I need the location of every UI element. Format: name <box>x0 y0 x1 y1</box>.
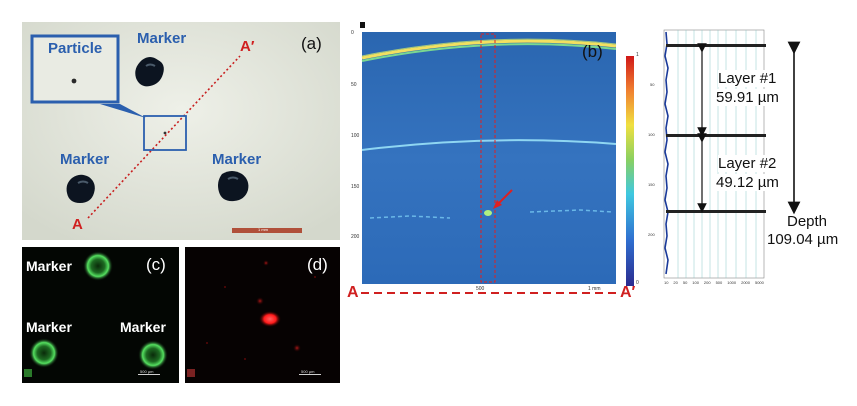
panel-c-fluorescence-green: Marker Marker Marker (c) 500 µm <box>22 247 179 383</box>
inset-connector <box>100 104 146 118</box>
line-start-b: A <box>347 284 359 301</box>
panel-d-label: (d) <box>307 255 328 274</box>
scalebar-c-text: 500 µm <box>140 369 154 374</box>
profile-xtick: 100 <box>692 280 699 285</box>
oct-baseline <box>361 292 617 294</box>
panel-d-image <box>187 260 321 377</box>
line-end-a: A′ <box>240 38 255 55</box>
profile-ytick-50: 50 <box>650 82 655 87</box>
oct-xtick-500: 500 <box>476 286 485 292</box>
profile-xtick: 2000 <box>741 280 751 285</box>
panel-a-image <box>22 22 340 240</box>
scalebar-a <box>232 228 302 233</box>
layer2-title: Layer #2 <box>718 155 777 172</box>
profile-xtick: 1000 <box>727 280 737 285</box>
marker-blob-top <box>135 57 164 87</box>
profile-xtick: 5000 <box>754 280 764 285</box>
panel-c-image <box>24 251 168 377</box>
marker-label-c-right: Marker <box>120 319 166 335</box>
panel-b-label: (b) <box>582 42 603 61</box>
layer1-title: Layer #1 <box>718 70 777 87</box>
particle-roi-box <box>143 115 187 151</box>
line-end-b: A′ <box>620 284 636 301</box>
oct-ytick-100: 100 <box>351 133 360 139</box>
marker-label-left: Marker <box>60 151 110 168</box>
oct-ytick-200: 200 <box>351 234 360 240</box>
cross-section-line <box>87 55 241 219</box>
oct-xtick-1mm: 1 mm <box>588 286 601 292</box>
particle-dot <box>71 78 77 84</box>
particle-label: Particle <box>48 40 103 57</box>
marker-blob-right <box>218 171 249 202</box>
marker-blob-left <box>66 174 95 203</box>
scalebar-d-text: 500 µm <box>301 369 315 374</box>
particle-inset <box>30 34 120 104</box>
profile-ytick-200: 200 <box>648 232 655 237</box>
marker-label-top: Marker <box>137 30 187 47</box>
layer2-value: 49.12 µm <box>716 174 779 191</box>
panel-b-image <box>360 22 634 286</box>
profile-xtick: 10 <box>664 280 669 285</box>
depth-title: Depth <box>787 213 828 230</box>
depth-value: 109.04 µm <box>767 231 839 248</box>
profile-ytick-100: 100 <box>648 132 655 137</box>
profile-xticks: 10 20 50 100 200 500 1000 2000 5000 <box>664 280 764 285</box>
profile-xtick: 200 <box>703 280 711 285</box>
panel-d-fluorescence-red: (d) 500 µm <box>185 247 340 383</box>
panel-c-label: (c) <box>146 255 166 274</box>
panel-b-oct: 0 50 100 150 200 500 1 mm 1 0 (b) <box>350 22 646 312</box>
measurement-arrows <box>697 41 801 215</box>
oct-ytick-150: 150 <box>351 184 360 190</box>
marker-label-c-left: Marker <box>26 319 72 335</box>
marker-label-right: Marker <box>212 151 262 168</box>
oct-ytick-0: 0 <box>351 30 354 36</box>
profile-xtick: 500 <box>715 280 723 285</box>
profile-xtick: 50 <box>682 280 688 285</box>
scalebar-a-text: 1 mm <box>258 227 268 232</box>
profile-ytick-150: 150 <box>648 182 655 187</box>
line-start-a: A <box>72 216 83 233</box>
panel-a-label: (a) <box>301 34 322 53</box>
colorbar-top-label: 1 <box>636 52 639 58</box>
marker-label-c-top: Marker <box>26 258 72 274</box>
colorbar-bottom-label: 0 <box>636 280 639 286</box>
layer1-value: 59.91 µm <box>716 89 779 106</box>
oct-ytick-50: 50 <box>351 82 357 88</box>
profile-xtick: 20 <box>673 280 678 285</box>
panel-a-micrograph: Particle Marker Marker Marker A A′ (a) 1… <box>22 22 340 240</box>
